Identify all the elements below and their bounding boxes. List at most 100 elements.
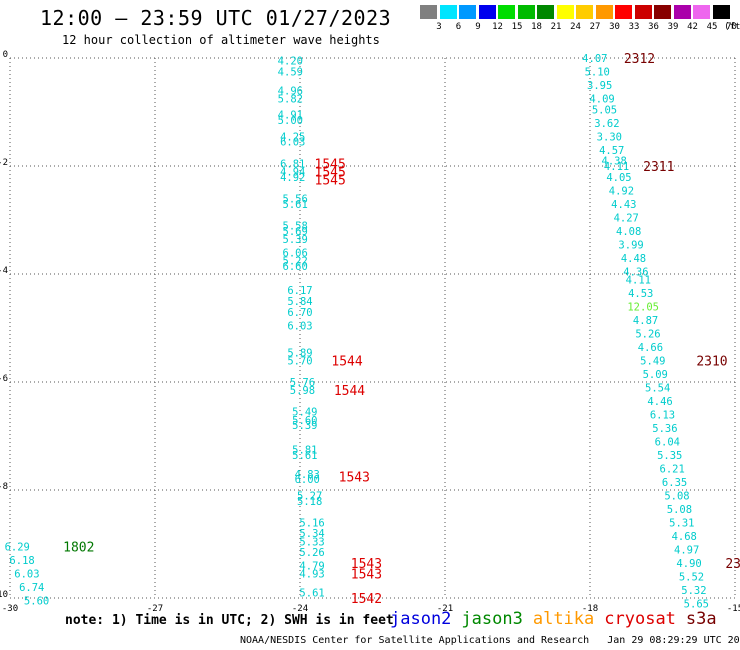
legend-label-27: 27 [589, 22, 601, 32]
wave-height-value: 5.82 [278, 94, 303, 106]
satellite-jason3: jason3 [461, 609, 523, 629]
wave-height-value: 5.16 [299, 517, 324, 529]
wave-height-value: 5.18 [297, 496, 322, 508]
wave-height-value: 5.32 [681, 585, 706, 597]
pass-time-label: 2312 [624, 52, 655, 67]
legend-swatch-70 [712, 5, 730, 19]
x-tick-label: -18 [582, 604, 598, 614]
wave-height-value: 4.09 [589, 94, 614, 106]
legend-swatch-39 [654, 5, 671, 19]
pass-time-label: 1545 [315, 165, 346, 180]
wave-height-value: 6.29 [5, 542, 30, 554]
wave-height-value: 4.43 [611, 199, 636, 211]
pass-time-label: 2310 [696, 354, 727, 369]
pass-time-label: 1542 [351, 592, 382, 607]
wave-height-value: 5.58 [283, 220, 308, 232]
legend-label-42: 42 [687, 22, 698, 32]
wave-height-value: 3.62 [594, 118, 619, 130]
wave-height-value: 5.05 [592, 104, 617, 116]
wave-height-value: 4.27 [614, 212, 639, 224]
wave-height-value: 5.61 [283, 199, 308, 211]
y-tick-label: -6 [0, 374, 8, 384]
wave-height-value: 6.03 [280, 137, 305, 149]
wave-height-value: 4.92 [280, 172, 305, 184]
wave-height-value: 4.20 [278, 56, 303, 68]
wave-height-value: 6.35 [662, 477, 687, 489]
wave-height-value: 5.31 [669, 517, 694, 529]
wave-height-value: 5.69 [283, 226, 308, 238]
wave-height-value: 4.68 [672, 531, 697, 543]
wave-height-value: 5.56 [283, 193, 308, 205]
legend-swatch-3 [420, 5, 437, 19]
wave-height-value: 4.93 [299, 569, 324, 581]
wave-height-value: 4.83 [295, 469, 320, 481]
wave-height-value: 4.87 [633, 315, 658, 327]
wave-height-value: 4.91 [278, 110, 303, 122]
wave-height-value: 4.96 [278, 85, 303, 97]
legend-label-21: 21 [550, 22, 562, 32]
wave-height-value: 4.97 [674, 544, 699, 556]
wave-height-value: 5.26 [299, 547, 324, 559]
legend-label-12: 12 [492, 22, 503, 32]
legend-label-6: 6 [455, 22, 462, 32]
pass-time-label: 1802 [63, 541, 94, 556]
legend-swatch-6 [439, 5, 457, 19]
pass-time-label: 1543 [351, 568, 382, 583]
x-tick-label: -24 [292, 604, 308, 614]
legend-swatch-12 [478, 5, 496, 19]
wave-height-value: 5.81 [292, 445, 317, 457]
legend-swatch-24 [556, 5, 574, 19]
y-tick-label: -2 [0, 158, 8, 168]
wave-height-value: 5.52 [679, 571, 704, 583]
x-tick-label: -15 [727, 604, 740, 614]
pass-time-label: 2311 [643, 160, 674, 175]
legend-label-45: 45 [706, 22, 718, 32]
wave-height-value: 6.04 [655, 436, 680, 448]
satellite-jason2: jason2 [390, 609, 452, 629]
satellite-legend: jason2 jason3 altika cryosat s3a [390, 609, 727, 629]
wave-height-value: 5.00 [278, 115, 303, 127]
wave-height-value: 5.60 [24, 596, 49, 608]
legend-swatch-9 [459, 5, 476, 19]
legend-label-30: 30 [609, 22, 620, 32]
wave-height-value: 4.36 [623, 266, 648, 278]
satellite-cryosat: cryosat [604, 609, 676, 629]
wave-height-value: 4.08 [616, 226, 641, 238]
satellite-s3a: s3a [685, 609, 717, 629]
wave-height-value: 5.09 [643, 369, 668, 381]
wave-height-value: 6.03 [287, 320, 312, 332]
wave-height-value: 5.39 [292, 420, 317, 432]
wave-height-value: 4.66 [638, 342, 663, 354]
legend-label-36: 36 [648, 22, 659, 32]
wave-height-value: 5.49 [640, 355, 665, 367]
pass-time-label: 1543 [339, 471, 370, 486]
wave-height-value: 3.95 [587, 80, 612, 92]
x-tick-label: -27 [147, 604, 163, 614]
wave-height-value: 4.94 [280, 166, 305, 178]
wave-height-value: 4.07 [582, 53, 607, 65]
wave-height-value: 6.21 [660, 463, 685, 475]
legend-label-39: 39 [667, 22, 679, 32]
legend-label-3: 3 [436, 22, 442, 32]
wave-height-value: 6.17 [287, 285, 312, 297]
wave-height-value: 5.65 [684, 598, 709, 610]
legend-label-70: 70 [726, 22, 737, 32]
footer-note: note: 1) Time is in UTC; 2) SWH is in fe… [65, 613, 394, 628]
wave-height-value: 5.60 [292, 415, 317, 427]
y-tick-label: 0 [3, 50, 8, 60]
legend-label-18: 18 [531, 22, 542, 32]
wave-height-value: 5.35 [657, 450, 682, 462]
wave-height-value: 6.00 [295, 474, 320, 486]
wave-height-value: 4.59 [278, 67, 303, 79]
legend-label-33: 33 [628, 22, 640, 32]
legend-label-9: 9 [475, 22, 481, 32]
wave-height-value: 5.98 [290, 385, 315, 397]
wave-height-value: 12.05 [627, 301, 659, 313]
legend-swatch-18 [517, 5, 535, 19]
pass-time-label: 1544 [331, 354, 362, 369]
credit-line: NOAA/NESDIS Center for Satellite Applica… [240, 635, 740, 646]
wave-height-value: 5.54 [645, 382, 670, 394]
wave-height-value: 4.53 [628, 288, 653, 300]
pass-time-label: 1545 [315, 157, 346, 172]
y-tick-label: -4 [0, 266, 8, 276]
